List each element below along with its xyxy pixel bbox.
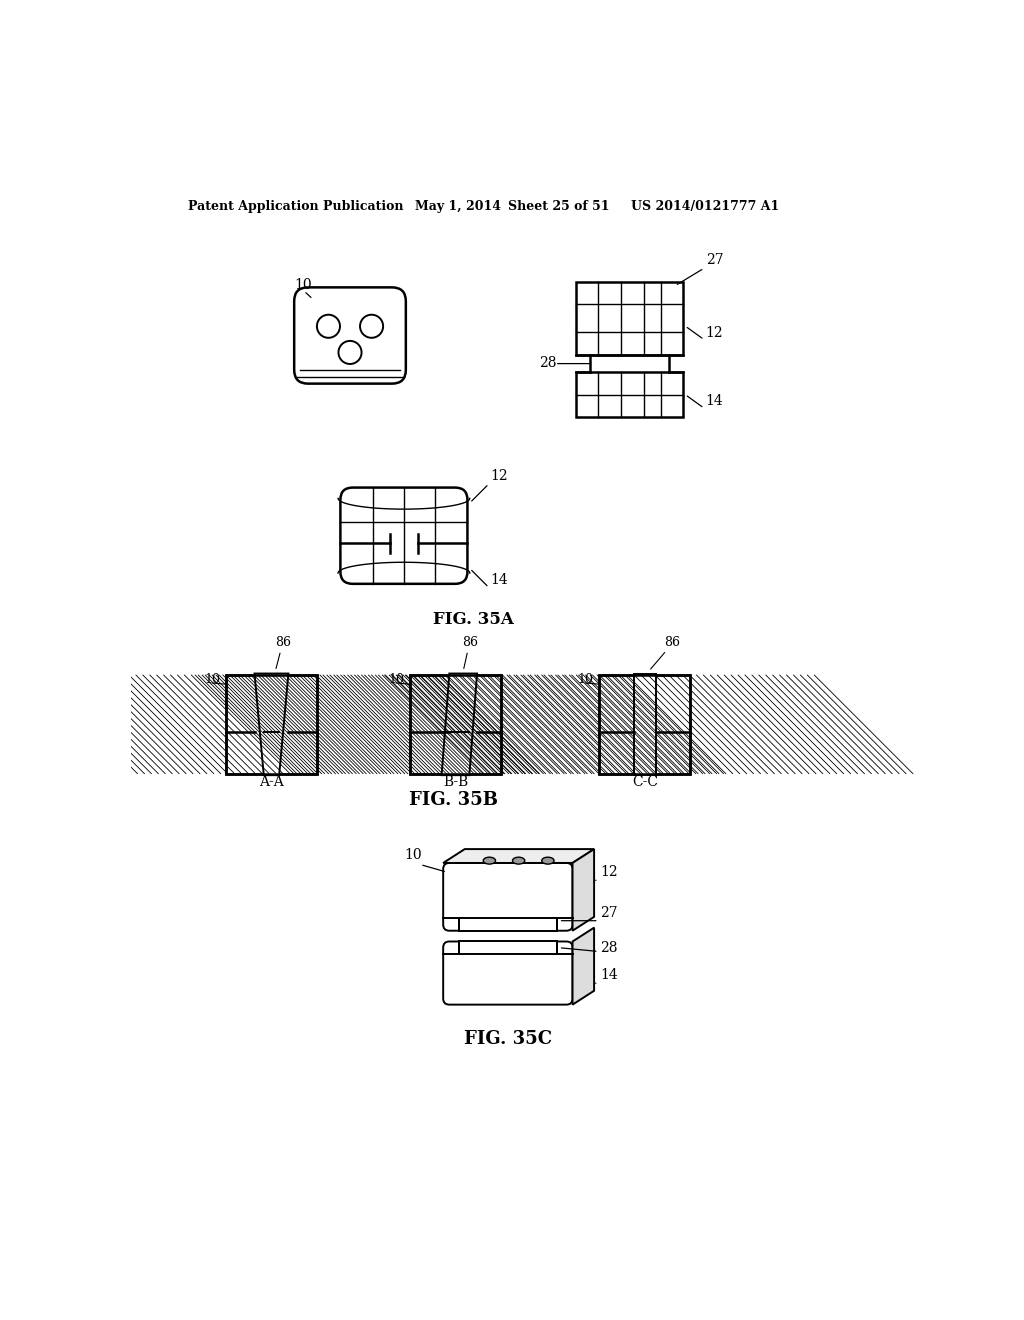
Text: 14: 14 (706, 395, 724, 408)
Bar (410, 675, 501, 774)
Ellipse shape (542, 857, 554, 865)
FancyBboxPatch shape (340, 487, 467, 583)
Bar (226, 675, 316, 774)
Text: 28: 28 (600, 940, 617, 954)
Text: 14: 14 (600, 969, 618, 982)
Text: C-C: C-C (632, 775, 658, 789)
Text: May 1, 2014: May 1, 2014 (416, 199, 502, 213)
Polygon shape (572, 849, 594, 931)
Text: 10: 10 (295, 279, 312, 292)
Text: FIG. 35B: FIG. 35B (410, 791, 499, 809)
Text: FIG. 35A: FIG. 35A (433, 611, 514, 628)
Ellipse shape (483, 857, 496, 865)
Text: Sheet 25 of 51: Sheet 25 of 51 (508, 199, 609, 213)
Bar (577, 282, 683, 355)
Text: 86: 86 (462, 636, 477, 649)
Text: 28: 28 (540, 355, 557, 370)
Text: US 2014/0121777 A1: US 2014/0121777 A1 (631, 199, 779, 213)
Bar (459, 941, 557, 954)
Text: 27: 27 (600, 906, 617, 920)
Polygon shape (441, 673, 477, 775)
Text: 27: 27 (706, 252, 723, 267)
FancyBboxPatch shape (294, 288, 406, 384)
Bar (599, 675, 690, 774)
Text: 10: 10 (404, 849, 422, 862)
Ellipse shape (512, 857, 524, 865)
Text: 14: 14 (490, 573, 508, 587)
Bar (410, 675, 501, 774)
Text: B-B: B-B (442, 775, 468, 789)
Polygon shape (443, 849, 594, 863)
Text: 10: 10 (205, 673, 220, 686)
Bar (459, 919, 557, 931)
Text: A-A: A-A (259, 775, 284, 789)
Polygon shape (572, 928, 594, 1005)
Text: 86: 86 (665, 636, 680, 649)
Circle shape (339, 341, 361, 364)
Text: 10: 10 (388, 673, 404, 686)
Text: 86: 86 (275, 636, 291, 649)
Text: 12: 12 (600, 866, 617, 879)
Polygon shape (255, 673, 289, 775)
Text: 10: 10 (578, 673, 594, 686)
Bar (634, 673, 655, 775)
Circle shape (360, 314, 383, 338)
FancyBboxPatch shape (443, 941, 572, 1005)
Text: FIG. 35C: FIG. 35C (464, 1030, 552, 1048)
FancyBboxPatch shape (443, 863, 572, 931)
Circle shape (316, 314, 340, 338)
Text: 12: 12 (490, 469, 508, 483)
Bar (577, 372, 683, 417)
Bar (599, 675, 690, 774)
Text: Patent Application Publication: Patent Application Publication (188, 199, 403, 213)
Text: 12: 12 (706, 326, 723, 339)
Bar (226, 675, 316, 774)
